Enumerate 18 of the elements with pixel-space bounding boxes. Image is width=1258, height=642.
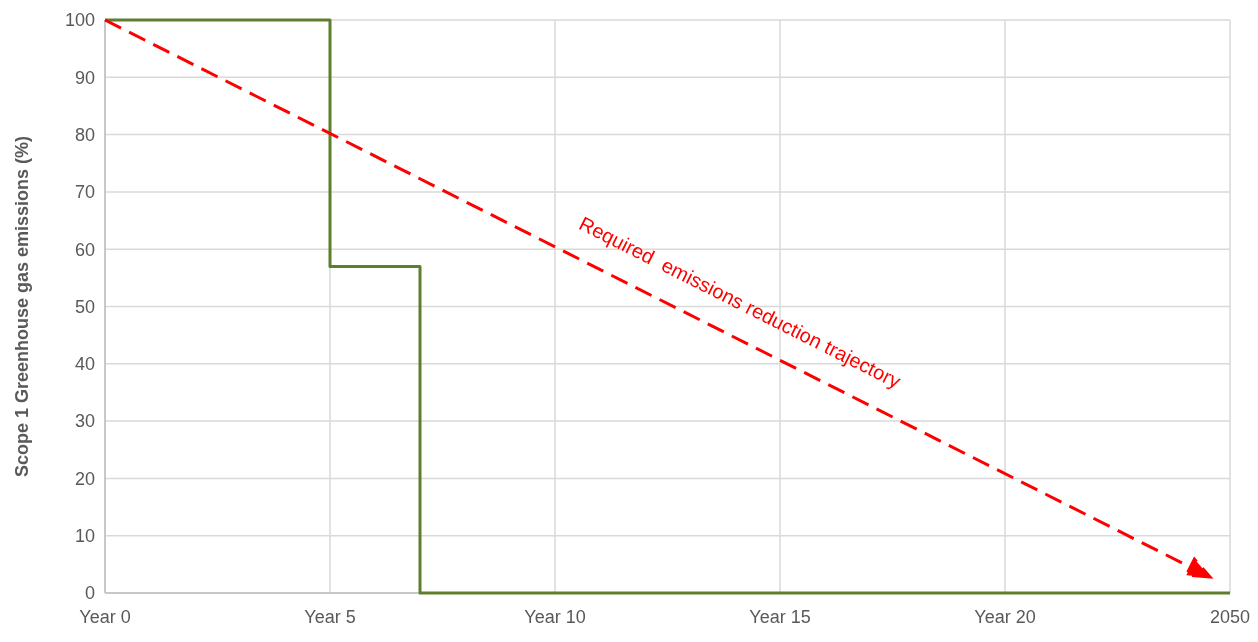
x-tick-label: Year 5 bbox=[304, 607, 356, 627]
y-axis-title: Scope 1 Greenhouse gas emissions (%) bbox=[12, 135, 32, 478]
y-tick-label: 20 bbox=[74, 468, 95, 489]
y-tick-label: 10 bbox=[74, 526, 95, 546]
y-tick-label: 0 bbox=[84, 583, 95, 604]
y-tick-label: 30 bbox=[74, 411, 95, 432]
y-tick-label: 50 bbox=[74, 296, 95, 317]
y-tick-label: 80 bbox=[74, 124, 95, 145]
x-tick-label: 2050 bbox=[1209, 607, 1251, 627]
y-tick-label: 70 bbox=[74, 182, 95, 203]
x-tick-label: Year 10 bbox=[524, 607, 586, 627]
x-tick-label: Year 15 bbox=[749, 607, 811, 627]
y-tick-label: 90 bbox=[74, 67, 95, 88]
x-tick-label: Year 20 bbox=[974, 607, 1036, 627]
y-tick-label: 60 bbox=[74, 239, 95, 260]
x-tick-label: Year 0 bbox=[79, 607, 131, 627]
y-tick-label: 40 bbox=[74, 354, 95, 375]
y-tick-label: 100 bbox=[64, 10, 95, 31]
